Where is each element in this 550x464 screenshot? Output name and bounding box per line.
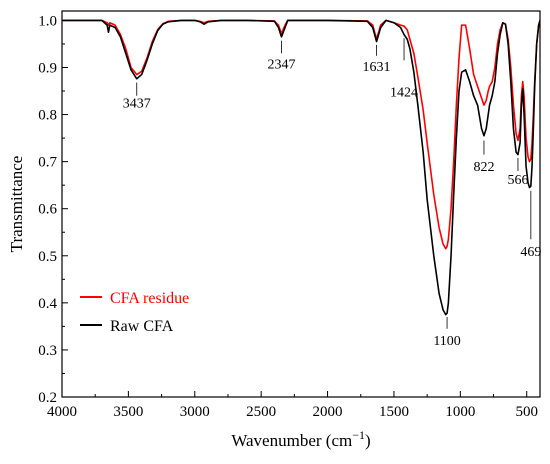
legend: CFA residue Raw CFA [80,290,189,335]
peak-label-2347: 2347 [267,57,295,72]
y-tick-label-0.7: 0.7 [38,155,57,171]
series-line-raw-cfa [62,19,540,316]
x-tick-label-2500: 2500 [246,404,276,420]
series-line-cfa-residue [62,19,540,250]
peak-label-822: 822 [473,160,494,175]
legend-label-raw-cfa: Raw CFA [110,318,174,335]
x-tick-label-2000: 2000 [313,404,343,420]
x-tick-label-1000: 1000 [445,404,475,420]
y-tick-label-1: 1.0 [38,13,57,29]
x-axis-title-superscript: −1 [352,428,365,442]
series-lines [62,19,540,316]
x-tick-label-3000: 3000 [180,404,210,420]
plot-frame [61,10,541,398]
peak-label-3437: 3437 [123,97,151,112]
y-tick-label-0.5: 0.5 [38,249,57,265]
y-tick-label-0.8: 0.8 [38,108,57,124]
x-axis-title-close: ) [365,431,371,450]
x-axis-title-main: Wavenumber (cm [231,431,352,450]
y-tick-label-0.6: 0.6 [38,202,57,218]
y-axis-title: Transmittance [7,156,26,253]
x-tick-label-4000: 4000 [47,404,77,420]
peak-label-1424: 1424 [390,86,418,101]
y-tick-label-0.4: 0.4 [38,296,57,312]
peak-label-1631: 1631 [363,60,391,75]
x-tick-label-500: 500 [515,404,538,420]
legend-label-cfa-residue: CFA residue [110,290,189,307]
x-tick-label-3500: 3500 [113,404,143,420]
peak-annotations: 3437 2347 1631 1424 1100 822 566 469 [123,38,541,349]
tick-labels: 4000 3500 3000 2500 2000 1500 1000 500 0.2 0.3 0.4… [38,13,538,420]
x-tick-label-1500: 1500 [379,404,409,420]
y-tick-label-0.3: 0.3 [38,343,57,359]
y-tick-label-0.2: 0.2 [38,390,57,406]
peak-label-469: 469 [520,245,541,260]
x-axis-title: Wavenumber (cm−1) [231,428,370,450]
y-tick-label-0.9: 0.9 [38,60,57,76]
peak-label-1100: 1100 [433,334,460,349]
peak-label-566: 566 [507,173,528,188]
